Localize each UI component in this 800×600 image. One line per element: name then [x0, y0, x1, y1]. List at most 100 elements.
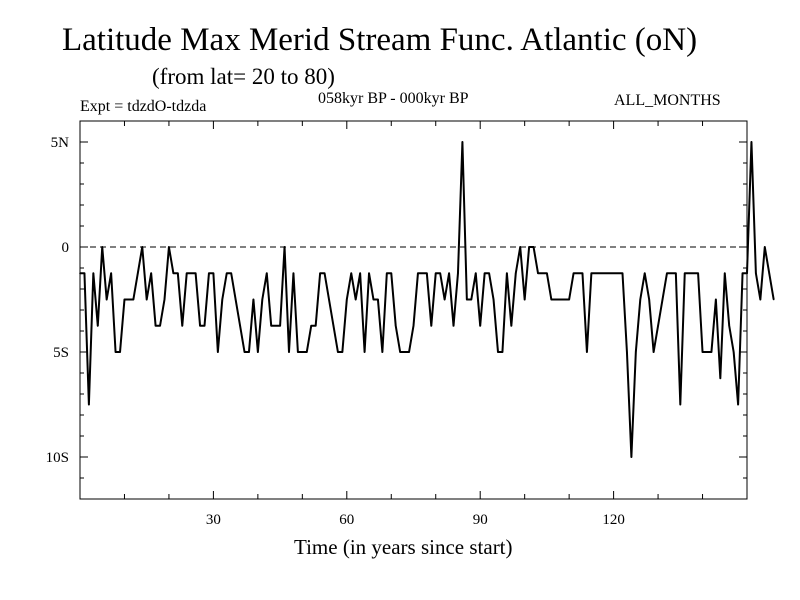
data-point	[457, 272, 459, 275]
data-point	[759, 298, 762, 301]
data-point	[750, 141, 753, 143]
data-point	[261, 298, 264, 301]
data-point	[212, 272, 215, 275]
data-point	[239, 324, 241, 327]
data-point	[230, 272, 232, 275]
data-point	[372, 298, 375, 301]
data-point	[497, 351, 499, 353]
data-point	[630, 456, 633, 458]
data-point	[577, 272, 579, 275]
series-line	[80, 141, 775, 458]
data-point	[443, 298, 446, 301]
data-point	[701, 351, 704, 353]
data-point	[141, 246, 144, 248]
data-point	[474, 272, 477, 275]
data-point	[163, 298, 166, 301]
data-point	[523, 298, 526, 301]
data-point	[563, 298, 566, 301]
period-label: 058kyr BP - 000kyr BP	[318, 90, 469, 107]
data-point	[514, 272, 517, 275]
data-point	[723, 272, 726, 275]
data-point	[350, 272, 353, 275]
data-point	[217, 351, 219, 353]
data-point	[657, 324, 659, 327]
data-point	[506, 272, 508, 275]
data-point	[666, 272, 668, 275]
data-point	[403, 351, 406, 353]
data-point	[688, 272, 690, 275]
data-point	[732, 351, 735, 353]
data-point	[377, 298, 379, 301]
data-point	[159, 324, 161, 327]
data-point	[617, 272, 619, 275]
data-point	[426, 272, 428, 275]
data-point	[675, 272, 677, 275]
data-point	[710, 351, 713, 353]
data-point	[105, 298, 108, 301]
data-point	[568, 298, 570, 301]
data-point	[132, 298, 135, 301]
data-point	[550, 298, 553, 301]
data-point	[648, 298, 650, 301]
data-point	[492, 298, 495, 301]
data-point	[274, 324, 277, 327]
data-point	[225, 272, 228, 275]
data-point	[483, 272, 486, 275]
data-point	[252, 298, 255, 301]
data-point	[283, 246, 286, 248]
data-point	[706, 351, 708, 353]
data-point	[488, 272, 490, 275]
data-point	[185, 272, 188, 275]
data-point	[479, 324, 482, 327]
data-point	[683, 272, 686, 275]
data-point	[697, 272, 699, 275]
data-point	[741, 272, 744, 275]
data-point	[288, 351, 290, 353]
data-point	[248, 351, 250, 353]
data-point	[119, 351, 121, 353]
data-point	[572, 272, 575, 275]
data-point	[386, 272, 388, 275]
data-point	[537, 272, 539, 275]
data-point	[452, 324, 455, 327]
data-point	[439, 272, 441, 275]
data-point	[354, 298, 357, 301]
data-point	[168, 246, 170, 248]
data-point	[137, 272, 139, 275]
data-point	[305, 351, 308, 353]
data-point	[448, 272, 450, 275]
data-point	[301, 351, 304, 353]
data-point	[363, 351, 366, 353]
data-point	[559, 298, 562, 301]
data-point	[128, 298, 130, 301]
data-point	[314, 324, 317, 327]
data-point	[123, 298, 126, 301]
data-point	[270, 324, 273, 327]
data-point	[679, 403, 682, 406]
data-point	[430, 324, 433, 327]
data-point	[581, 272, 584, 275]
data-point	[368, 272, 370, 275]
data-point	[381, 351, 384, 353]
data-point	[83, 272, 86, 275]
data-point	[501, 351, 504, 353]
data-point	[194, 272, 197, 275]
data-point	[190, 272, 192, 275]
data-point	[608, 272, 610, 275]
data-point	[635, 351, 637, 353]
data-point	[470, 298, 473, 301]
y-tick-label: 10S	[46, 450, 69, 466]
data-point	[257, 351, 259, 353]
data-point	[595, 272, 597, 275]
data-point	[359, 272, 361, 275]
data-point	[177, 272, 179, 275]
data-point	[110, 272, 112, 275]
experiment-label: Expt = tdzdO-tdzda	[80, 98, 207, 115]
data-point	[265, 272, 268, 275]
data-point	[586, 351, 588, 353]
data-point	[208, 272, 210, 275]
data-point	[337, 351, 339, 353]
x-tick-label: 30	[206, 512, 221, 528]
data-point	[96, 324, 99, 327]
data-point	[408, 351, 410, 353]
